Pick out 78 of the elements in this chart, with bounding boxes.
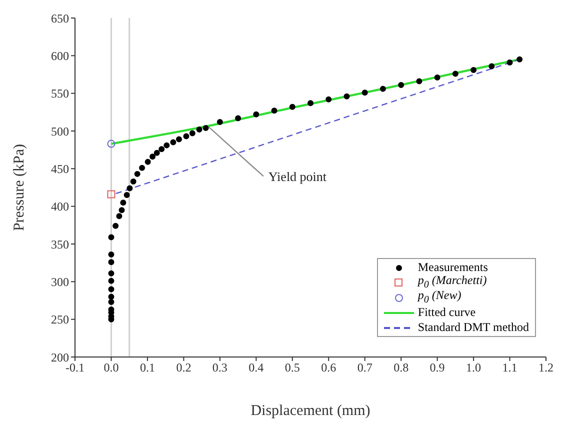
point <box>112 222 119 229</box>
point <box>289 104 296 110</box>
point <box>434 74 440 81</box>
y-tick-label: 300 <box>51 274 69 289</box>
x-tick-label: 1.1 <box>502 360 518 375</box>
point <box>326 96 332 102</box>
point <box>344 93 350 100</box>
x-tick-label: 0.2 <box>176 360 192 375</box>
point <box>124 192 130 198</box>
legend-label: p$_{0}$ (Marchetti) <box>418 272 487 290</box>
point <box>488 63 495 70</box>
point <box>108 294 114 300</box>
x-tick-label: 0.4 <box>248 360 264 375</box>
point <box>108 286 114 292</box>
point <box>126 185 133 192</box>
x-tick-label: 0.0 <box>104 360 119 375</box>
x-tick-label: 0.8 <box>394 360 409 375</box>
point <box>130 178 136 184</box>
point <box>108 234 114 240</box>
y-tick-label: 400 <box>51 200 69 214</box>
x-tick-label: 0.5 <box>284 360 300 375</box>
point <box>362 90 368 96</box>
point <box>108 299 114 306</box>
legend-label: p$_{0}$ (New) <box>418 288 462 306</box>
point <box>118 207 125 214</box>
x-axis-title: Displacement (mm) <box>250 403 370 419</box>
legend-label: Fitted curve <box>418 305 476 320</box>
point <box>183 133 190 140</box>
point <box>506 59 513 66</box>
point <box>271 108 278 114</box>
point <box>452 70 458 77</box>
point <box>139 164 146 171</box>
annotation: Yield point <box>268 168 327 184</box>
point <box>116 213 122 220</box>
point <box>416 78 422 84</box>
point <box>108 278 114 284</box>
point <box>164 142 170 148</box>
x-tick-label: 0.9 <box>430 360 445 375</box>
point <box>108 270 114 276</box>
point <box>235 115 242 122</box>
point <box>107 190 116 198</box>
y-tick-label: 350 <box>51 237 69 252</box>
point <box>144 158 151 165</box>
point <box>470 66 477 73</box>
x-tick-label: 0.6 <box>321 360 336 375</box>
point <box>158 146 165 152</box>
y-tick-label: 600 <box>51 48 69 63</box>
x-tick-label: 0.7 <box>357 360 372 375</box>
y-tick-label: 250 <box>51 312 69 327</box>
point <box>107 140 116 148</box>
point <box>202 124 209 131</box>
legend-label: Measurements <box>418 260 488 275</box>
y-axis-title: Pressure (kPa) <box>11 144 28 232</box>
point <box>154 150 160 156</box>
y-tick-label: 450 <box>51 162 69 176</box>
point <box>216 118 223 125</box>
y-tick-label: 550 <box>51 86 69 101</box>
point <box>196 126 202 132</box>
point <box>516 56 523 62</box>
point <box>170 139 176 146</box>
x-tick-label: 1.2 <box>538 360 554 375</box>
y-tick-label: 650 <box>51 11 69 26</box>
point <box>189 130 196 136</box>
point <box>176 136 182 142</box>
point <box>120 200 126 206</box>
x-tick-label: 0.1 <box>140 360 155 375</box>
point <box>380 86 386 92</box>
point <box>398 82 404 88</box>
point <box>308 100 314 106</box>
x-tick-label: 0.3 <box>212 360 228 375</box>
point <box>150 154 156 160</box>
point <box>108 252 114 258</box>
legend-label: Standard DMT method <box>418 320 529 335</box>
y-tick-label: 500 <box>51 124 69 138</box>
point <box>108 259 114 266</box>
x-tick-label: 1.0 <box>466 360 482 375</box>
point <box>134 170 140 177</box>
point <box>253 111 260 118</box>
